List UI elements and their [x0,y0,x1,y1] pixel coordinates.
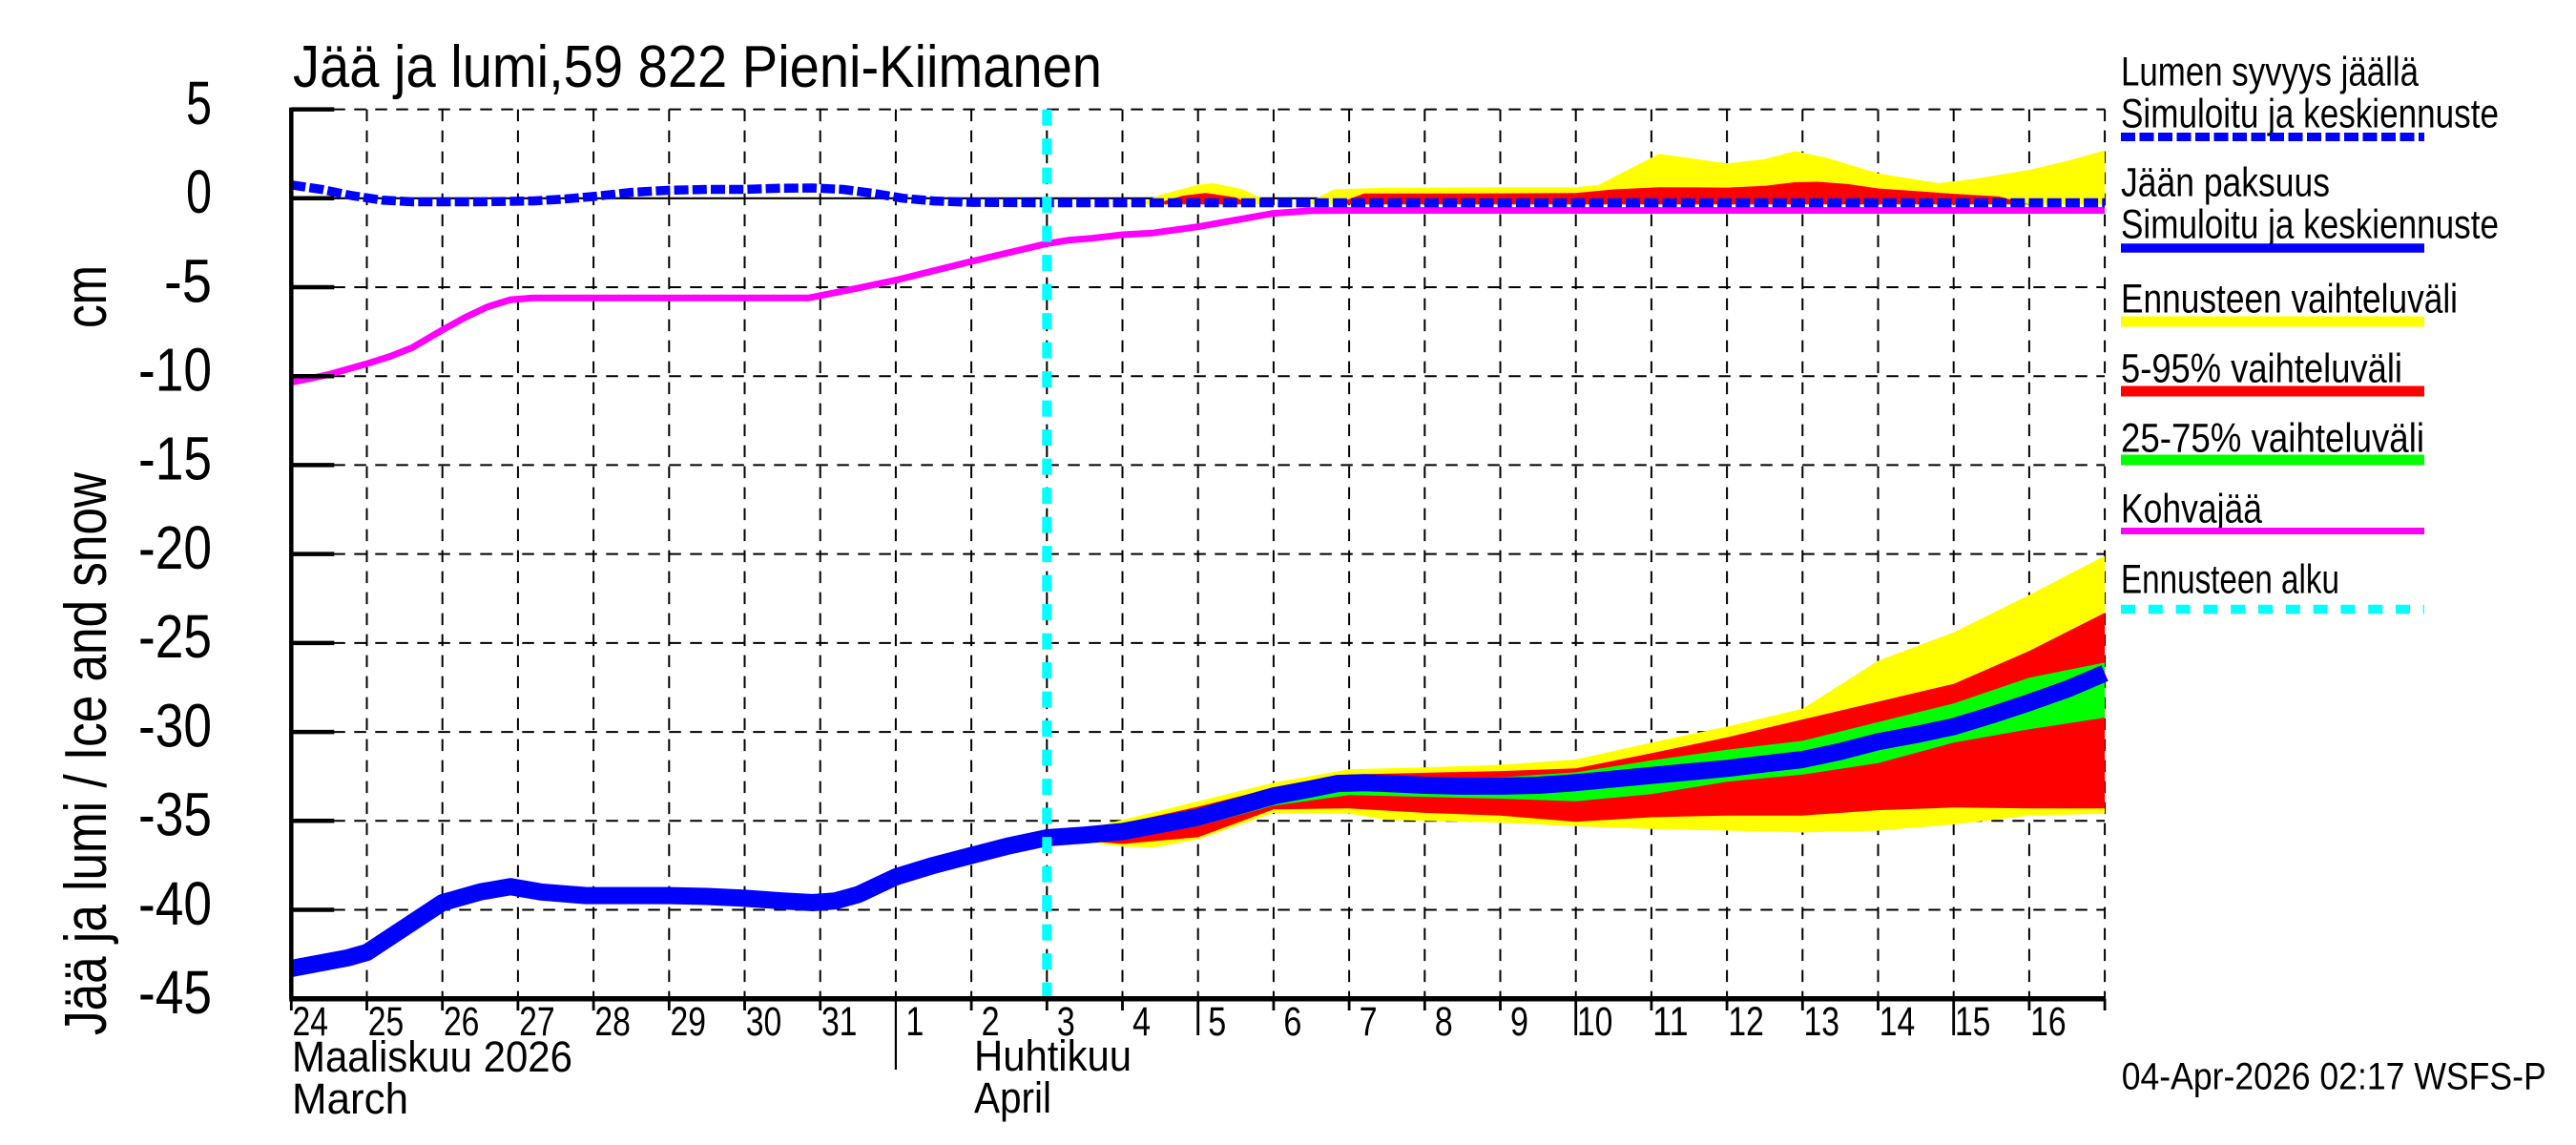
svg-text:7: 7 [1360,999,1378,1045]
svg-text:0: 0 [186,157,212,226]
svg-text:March: March [292,1074,408,1123]
svg-text:24: 24 [293,999,329,1045]
svg-text:1: 1 [905,999,924,1045]
svg-text:5-95% vaihteluväli: 5-95% vaihteluväli [2121,345,2402,391]
svg-text:Kohvajää: Kohvajää [2121,486,2262,531]
svg-text:-5: -5 [164,246,212,315]
svg-text:16: 16 [2030,999,2067,1045]
svg-text:26: 26 [444,999,480,1045]
svg-text:28: 28 [594,999,631,1045]
svg-text:-15: -15 [138,425,212,493]
svg-text:Huhtikuu: Huhtikuu [974,1031,1132,1080]
svg-text:5: 5 [1208,999,1226,1045]
svg-text:31: 31 [821,999,858,1045]
svg-text:Lumen syvyys jäällä: Lumen syvyys jäällä [2121,49,2419,94]
svg-text:27: 27 [519,999,555,1045]
svg-text:-35: -35 [138,781,212,849]
svg-text:13: 13 [1804,999,1840,1045]
svg-text:Simuloitu ja keskiennuste: Simuloitu ja keskiennuste [2121,91,2499,136]
svg-text:Jää ja lumi / Ice and snow: Jää ja lumi / Ice and snow [53,472,119,1035]
svg-text:Simuloitu ja keskiennuste: Simuloitu ja keskiennuste [2121,201,2499,247]
svg-text:5: 5 [186,69,212,137]
svg-text:Jään paksuus: Jään paksuus [2121,159,2330,205]
svg-text:25-75% vaihteluväli: 25-75% vaihteluväli [2121,415,2424,461]
svg-text:-10: -10 [138,336,212,405]
svg-text:04-Apr-2026 02:17 WSFS-P: 04-Apr-2026 02:17 WSFS-P [2122,1056,2546,1098]
svg-text:-20: -20 [138,513,212,582]
svg-text:April: April [974,1073,1051,1122]
svg-text:-25: -25 [138,602,212,671]
svg-text:4: 4 [1132,999,1151,1045]
svg-text:25: 25 [368,999,405,1045]
svg-text:Ennusteen alku: Ennusteen alku [2121,556,2339,602]
svg-text:2: 2 [982,999,1000,1045]
svg-text:6: 6 [1283,999,1301,1045]
svg-text:29: 29 [671,999,707,1045]
svg-text:15: 15 [1955,999,1991,1045]
svg-text:8: 8 [1435,999,1453,1045]
svg-text:cm: cm [53,265,119,328]
svg-text:12: 12 [1728,999,1764,1045]
svg-text:Maaliskuu 2026: Maaliskuu 2026 [292,1032,572,1081]
svg-text:10: 10 [1577,999,1613,1045]
svg-text:3: 3 [1057,999,1075,1045]
svg-text:30: 30 [746,999,782,1045]
svg-text:Ennusteen vaihteluväli: Ennusteen vaihteluväli [2121,276,2458,322]
svg-text:11: 11 [1652,999,1689,1045]
svg-text:-30: -30 [138,691,212,760]
svg-text:9: 9 [1510,999,1528,1045]
svg-text:Jää ja lumi,59 822 Pieni-Kiima: Jää ja lumi,59 822 Pieni-Kiimanen [293,34,1102,100]
svg-text:-40: -40 [138,869,212,938]
svg-text:-45: -45 [138,958,212,1027]
svg-text:14: 14 [1880,999,1916,1045]
